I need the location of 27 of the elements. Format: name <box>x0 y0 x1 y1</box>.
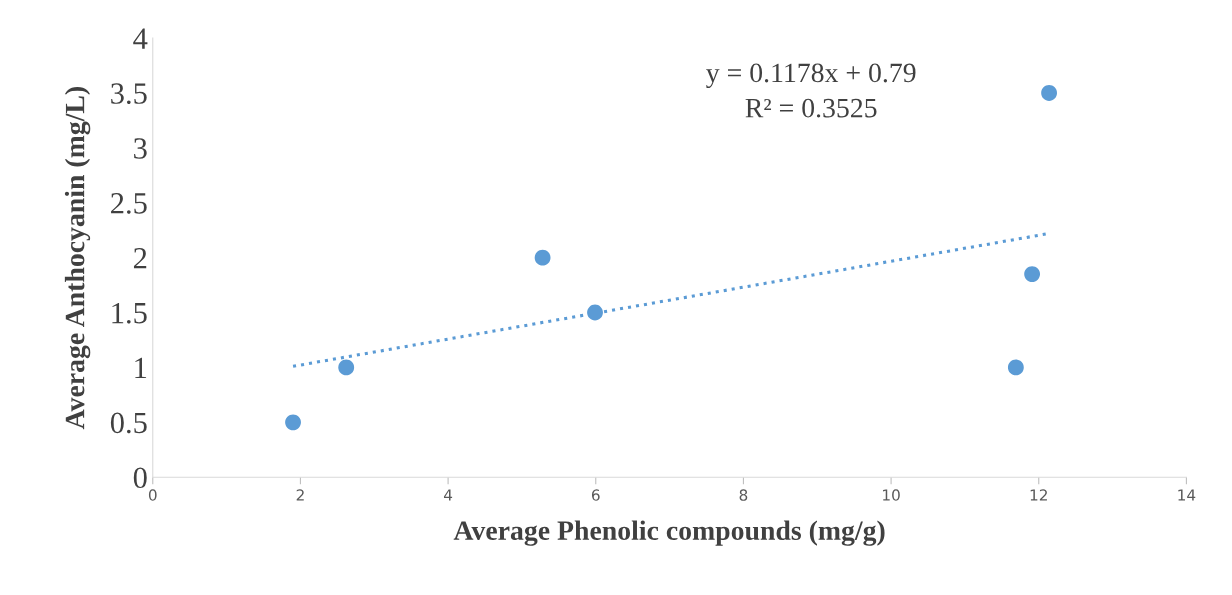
x-tick-label: 12 <box>1030 489 1047 501</box>
y-tick-label: 3 <box>134 138 147 159</box>
y-tick-label: 2 <box>133 248 147 269</box>
y-tick-label: 2.5 <box>111 193 147 214</box>
y-tick-label: 1 <box>135 357 147 379</box>
annotation: y = 0.1178x + 0.79 <box>706 63 916 88</box>
x-tick-label: 6 <box>591 489 600 501</box>
y-tick-label: 0.5 <box>110 412 147 434</box>
point <box>1041 85 1058 101</box>
x-tick-label: 14 <box>1178 489 1196 501</box>
x-tick-label: 2 <box>296 489 304 501</box>
point <box>1024 266 1041 283</box>
x-tick-label: 10 <box>883 489 900 501</box>
x-tick-label: 4 <box>443 489 453 501</box>
annotation: R² = 0.3525 <box>745 98 877 118</box>
point <box>587 304 603 321</box>
x-axis-title: Average Phenolic compounds (mg/g) <box>453 520 885 546</box>
y-tick-label: 3.5 <box>111 83 147 104</box>
x-tick-label: 0 <box>148 489 157 501</box>
y-tick-label: 4 <box>133 28 148 49</box>
y-axis-title: Average Anthocyanin (mg/L) <box>64 87 91 430</box>
x-tick-label: 8 <box>739 489 748 501</box>
point <box>285 414 301 431</box>
point <box>1007 359 1024 376</box>
point <box>338 359 355 376</box>
point <box>534 249 551 266</box>
y-tick-label: 1.5 <box>112 302 147 324</box>
